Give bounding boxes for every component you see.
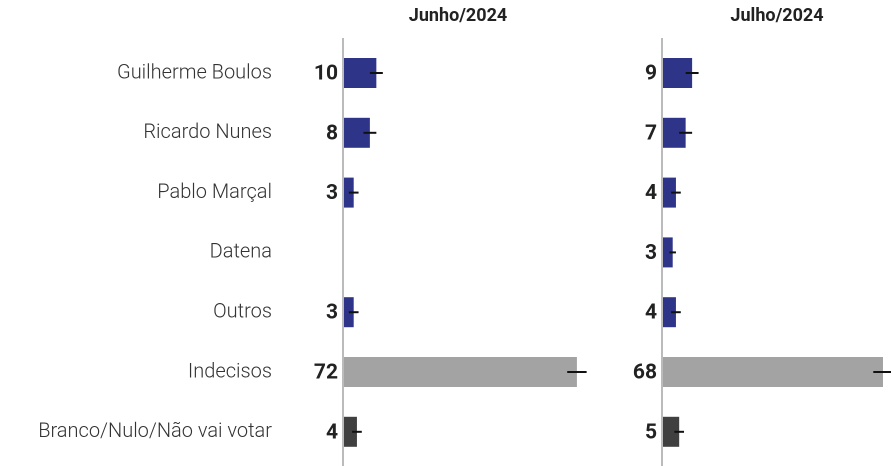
- chart: Guilherme Boulos Ricardo Nunes Pablo Marça…: [0, 0, 891, 466]
- category-label: Datena: [210, 239, 272, 263]
- category-label: Ricardo Nunes: [143, 119, 272, 143]
- category-label: Branco/Nulo/Não vai votar: [38, 418, 272, 442]
- category-label: Indecisos: [188, 358, 272, 382]
- value-label: 72: [314, 361, 338, 385]
- value-label: 10: [314, 62, 338, 86]
- category-label: Outros: [213, 298, 272, 322]
- panel-title: Junho/2024: [409, 5, 507, 26]
- category-label: Pablo Marçal: [157, 179, 272, 203]
- value-label: 9: [645, 62, 657, 86]
- bar: [344, 357, 577, 387]
- value-label: 3: [326, 301, 338, 325]
- value-label: 4: [326, 420, 338, 444]
- value-label: 68: [633, 361, 657, 385]
- value-label: 4: [645, 181, 657, 205]
- value-label: 7: [645, 121, 657, 145]
- value-label: 3: [326, 181, 338, 205]
- value-label: 5: [645, 420, 657, 444]
- category-label: Guilherme Boulos: [117, 59, 272, 83]
- value-label: 4: [645, 301, 657, 325]
- value-label: 8: [326, 121, 338, 145]
- bar: [663, 357, 883, 387]
- panel-title: Julho/2024: [730, 5, 823, 26]
- value-label: 3: [645, 241, 657, 265]
